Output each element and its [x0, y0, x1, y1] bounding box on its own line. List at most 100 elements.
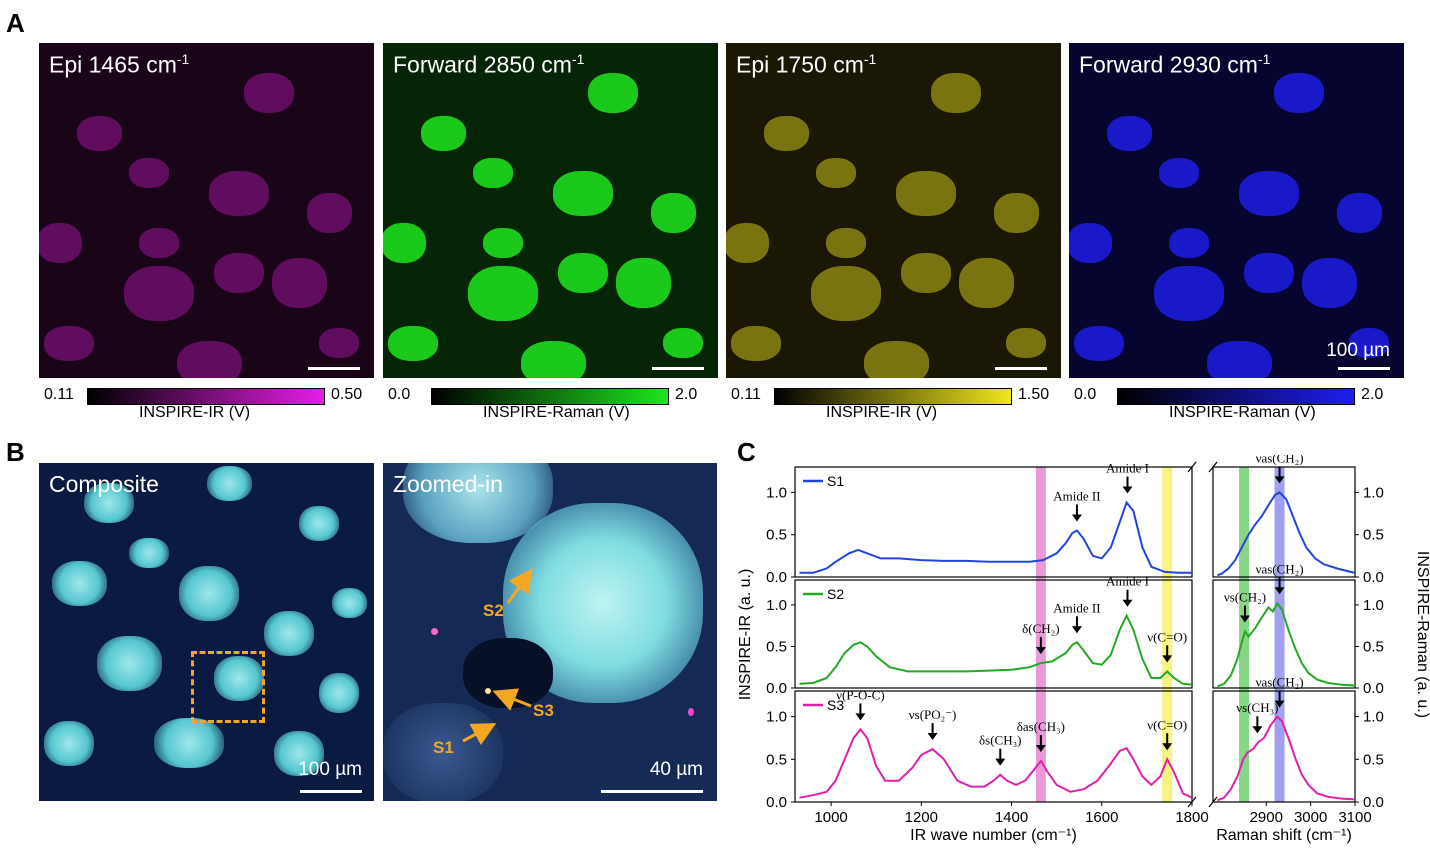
zoom-region-lower — [383, 703, 503, 801]
annotation-arrowhead — [1035, 647, 1046, 655]
colorbar-max: 2.0 — [675, 386, 698, 403]
y-tick-label: 1.0 — [766, 709, 787, 726]
composite-scale-label: 100 µm — [298, 759, 362, 780]
y-tick-label: 1.0 — [766, 484, 787, 501]
annotation-label: Amide I — [1106, 461, 1149, 476]
annotation-label: δas(CH₃) — [1017, 719, 1065, 734]
tissue-region — [1154, 265, 1224, 321]
annotation-label: νas(CH₂) — [1256, 455, 1304, 465]
tissue-region — [483, 228, 523, 258]
scalebar — [995, 367, 1047, 370]
x-axis-label: IR wave number (cm⁻¹) — [910, 827, 1077, 844]
tissue-region — [558, 253, 608, 293]
composite-scalebar — [300, 790, 362, 793]
colorbar-min: 0.11 — [44, 386, 74, 403]
tissue-region — [51, 560, 107, 606]
map-title: Forward 2930 cm-1 — [1079, 51, 1270, 79]
tissue-region — [731, 325, 781, 361]
tissue-region — [214, 655, 264, 701]
pink-spot — [431, 628, 438, 635]
s3-spot — [485, 688, 491, 694]
x-tick-label: 1000 — [814, 809, 847, 826]
annotation-arrowhead — [927, 733, 938, 741]
tissue-region — [44, 325, 94, 361]
annotation-label: νs(PO₂⁻) — [909, 707, 957, 722]
tissue-region — [1244, 253, 1294, 293]
colorbar — [1117, 388, 1355, 405]
s1-arrow — [462, 723, 497, 746]
tissue-region — [96, 635, 162, 691]
spectrum-line-s3 — [799, 727, 1193, 799]
annotation-arrowhead — [995, 758, 1006, 766]
tissue-region — [553, 170, 613, 216]
x-axis-label: Raman shift (cm⁻¹) — [1216, 827, 1352, 844]
map-title-text: Forward 2930 cm — [1079, 51, 1258, 78]
s2-label: S2 — [483, 601, 504, 620]
y-tick-label: 0.0 — [766, 680, 787, 697]
colorbar-min: 0.0 — [1074, 386, 1097, 403]
zoomed-scalebar — [601, 790, 703, 793]
tissue-region — [816, 158, 856, 188]
colorbar — [774, 388, 1012, 405]
annotation-label: νs(CH₂) — [1224, 590, 1266, 605]
legend-label: S3 — [827, 697, 844, 713]
tissue-region — [264, 610, 314, 656]
annotation-label: ν(C=O) — [1147, 717, 1187, 732]
s2-arrow — [506, 568, 533, 604]
plot-frame — [794, 579, 1193, 689]
x-tick-label: 1400 — [995, 809, 1028, 826]
map-title: Forward 2850 cm-1 — [393, 51, 584, 79]
tissue-region — [650, 193, 696, 233]
tissue-region — [811, 265, 881, 321]
map-image-1: Epi 1465 cm-1 — [39, 43, 374, 378]
colorbar-label: INSPIRE-IR (V) — [826, 404, 938, 421]
tissue-region — [958, 258, 1014, 308]
y-tick-label: 0.5 — [766, 751, 787, 768]
tissue-region — [388, 325, 438, 361]
tissue-region — [1006, 328, 1046, 358]
annotation-label: Amide II — [1053, 488, 1100, 503]
annotation-label: δ(CH₂) — [1022, 621, 1059, 636]
tissue-region — [420, 115, 466, 151]
annotation-arrowhead — [1071, 514, 1082, 522]
y-tick-label: 0.0 — [766, 794, 787, 811]
panel-letter-a: A — [6, 8, 25, 38]
y-tick-label: 0.0 — [1363, 794, 1384, 811]
tissue-region — [1274, 73, 1324, 113]
tissue-region — [1169, 228, 1209, 258]
highlight-band — [1274, 467, 1285, 802]
tissue-region — [763, 115, 809, 151]
legend-label: S1 — [827, 473, 844, 489]
tissue-region — [319, 673, 359, 713]
panel-letter-b: B — [6, 437, 25, 467]
x-tick-label: 2900 — [1250, 809, 1283, 826]
annotation-arrowhead — [1274, 476, 1285, 484]
tissue-region — [84, 483, 134, 523]
colorbar — [431, 388, 669, 405]
spectrum-line-s1 — [1217, 491, 1356, 577]
tissue-region — [1206, 340, 1272, 378]
y-axis-label: INSPIRE-IR (a. u.) — [737, 569, 754, 701]
y-tick-label: 0.5 — [766, 638, 787, 655]
map-title-superscript: -1 — [176, 51, 190, 67]
colorbar-label: INSPIRE-IR (V) — [139, 404, 251, 421]
map-title: Epi 1750 cm-1 — [736, 51, 876, 79]
map-title: Epi 1465 cm-1 — [49, 51, 189, 79]
y-tick-label: 0.5 — [1363, 751, 1384, 768]
annotation-arrowhead — [1274, 700, 1285, 708]
scale-label: 100 µm — [1326, 340, 1390, 361]
annotation-arrowhead — [1035, 745, 1046, 753]
y-tick-label: 0.5 — [766, 527, 787, 544]
spectra-chart: 0.0 0.5 1.0 0.0 0.5 1.0 0.0 0.5 1.0 0.0 0.5 1.0 0.0 0… — [737, 455, 1430, 844]
annotation-arrowhead — [1252, 726, 1263, 734]
tissue-region — [244, 73, 294, 113]
y-tick-label: 1.0 — [766, 597, 787, 614]
x-tick-label: 1200 — [905, 809, 938, 826]
colorbar-label: INSPIRE-Raman (V) — [1169, 404, 1316, 421]
y-tick-label: 1.0 — [1363, 709, 1384, 726]
annotation-arrowhead — [1122, 599, 1133, 607]
annotation-label: νs(CH₃) — [1236, 700, 1278, 715]
tissue-region — [726, 223, 769, 263]
tissue-region — [39, 223, 82, 263]
tissue-region — [863, 340, 929, 378]
